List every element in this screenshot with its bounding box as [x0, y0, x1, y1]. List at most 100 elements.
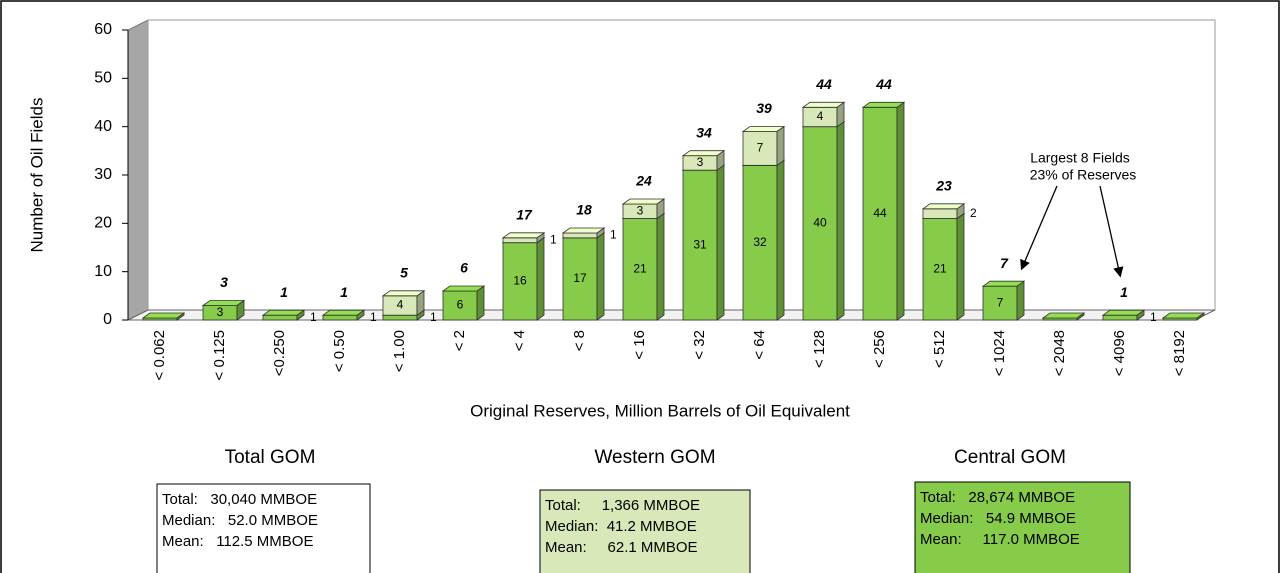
value-label: 1	[610, 228, 617, 242]
bar-top	[1101, 309, 1146, 316]
back-wall	[147, 19, 1216, 311]
total-label: 1	[280, 284, 288, 300]
panel-line: Mean: 117.0 MMBOE	[920, 531, 1080, 548]
annotation: Largest 8 Fields	[1030, 150, 1130, 166]
panel-line: Mean: 112.5 MMBOE	[162, 533, 313, 550]
x-tick-label: < 256	[871, 330, 888, 368]
bar-top	[741, 126, 786, 132]
panel-line: Mean: 62.1 MMBOE	[545, 539, 698, 556]
total-label: 44	[875, 76, 892, 92]
bar-side	[596, 232, 605, 321]
bar-segment	[562, 237, 598, 321]
panel-line: Total: 28,674 MMBOE	[920, 489, 1075, 506]
bar-top	[921, 203, 966, 210]
value-label: 1	[310, 310, 317, 324]
bar-segment	[502, 237, 538, 244]
bar-segment	[862, 106, 898, 321]
panel-line: Total: 1,366 MMBOE	[545, 497, 700, 514]
bar-top	[261, 309, 306, 316]
value-label: 1	[1150, 310, 1157, 324]
x-tick-label: < 2048	[1051, 330, 1068, 376]
x-tick-label: < 1.00	[391, 330, 408, 372]
value-label: 1	[370, 310, 377, 324]
y-tick-label: 10	[94, 263, 112, 280]
value-label: 31	[693, 237, 707, 251]
bar-segment	[322, 314, 358, 321]
bar-side	[776, 125, 785, 167]
bar-top	[321, 309, 366, 316]
panel-title: Western GOM	[594, 447, 715, 468]
x-tick-label: < 4096	[1111, 330, 1128, 376]
bar-side	[656, 212, 665, 321]
panel-box	[156, 483, 371, 573]
x-tick-label: < 64	[751, 330, 768, 360]
x-tick-label: < 16	[631, 330, 648, 360]
total-label: 7	[1000, 255, 1009, 271]
bar-top	[501, 232, 546, 239]
value-label: 6	[457, 298, 464, 312]
bar-top	[621, 198, 666, 205]
bar-segment	[1102, 314, 1138, 321]
total-label: 23	[935, 178, 952, 194]
value-label: 17	[573, 271, 587, 285]
x-tick-label: < 0.125	[211, 330, 228, 380]
x-tick-label: < 32	[691, 330, 708, 360]
value-label: 21	[633, 261, 647, 275]
total-label: 1	[340, 284, 348, 300]
bar-top	[1041, 312, 1086, 319]
bar-segment	[922, 208, 958, 219]
bar-segment	[562, 232, 598, 239]
value-label: 44	[873, 206, 887, 220]
bar-side	[476, 285, 485, 321]
y-tick-label: 50	[94, 70, 112, 87]
arrow	[1099, 185, 1124, 278]
bar-top	[681, 150, 726, 157]
y-axis-title: Number of Oil Fields	[27, 98, 46, 253]
bar-segment	[982, 285, 1018, 321]
total-label: 24	[635, 173, 652, 189]
y-tick-label: 40	[94, 118, 112, 135]
value-label: 7	[757, 141, 764, 155]
value-label: 4	[817, 109, 824, 123]
value-label: 21	[933, 261, 947, 275]
value-label: 2	[970, 206, 977, 220]
value-label: 32	[753, 235, 767, 249]
x-tick-label: < 0.50	[331, 330, 348, 372]
panel-line: Median: 54.9 MMBOE	[920, 510, 1076, 527]
side-wall	[127, 19, 149, 321]
total-label: 18	[576, 202, 592, 218]
total-label: 5	[400, 265, 408, 281]
bar-segment	[742, 164, 778, 321]
x-tick-label: < 0.062	[151, 330, 168, 380]
x-tick-label: < 8192	[1171, 330, 1188, 376]
x-tick-label: < 4	[511, 330, 528, 351]
x-tick-label: < 8	[571, 330, 588, 351]
panel-line: Total: 30,040 MMBOE	[162, 491, 317, 508]
panel-title: Total GOM	[225, 447, 316, 468]
panel-line: Median: 52.0 MMBOE	[162, 512, 318, 529]
bar-side	[776, 159, 785, 321]
total-label: 3	[220, 274, 228, 290]
value-label: 1	[430, 310, 437, 324]
value-label: 4	[397, 298, 404, 312]
value-label: 3	[637, 203, 644, 217]
value-label: 40	[813, 216, 827, 230]
bar-side	[956, 212, 965, 321]
bar-side	[1016, 280, 1025, 321]
x-tick-label: <0.250	[271, 330, 288, 376]
bar-segment	[802, 126, 838, 321]
x-tick-label: < 2	[451, 330, 468, 351]
bar-top	[441, 285, 486, 292]
value-label: 16	[513, 274, 527, 288]
bar-segment	[502, 242, 538, 321]
y-tick-label: 60	[94, 21, 112, 38]
bar-top	[801, 101, 846, 108]
total-label: 39	[756, 100, 772, 116]
total-label: 44	[815, 76, 832, 92]
panel-line: Median: 41.2 MMBOE	[545, 518, 697, 535]
bar-top	[561, 227, 606, 234]
y-tick-label: 0	[103, 311, 112, 328]
total-label: 1	[1120, 284, 1128, 300]
value-label: 7	[997, 295, 1004, 309]
panel-box	[539, 489, 751, 573]
